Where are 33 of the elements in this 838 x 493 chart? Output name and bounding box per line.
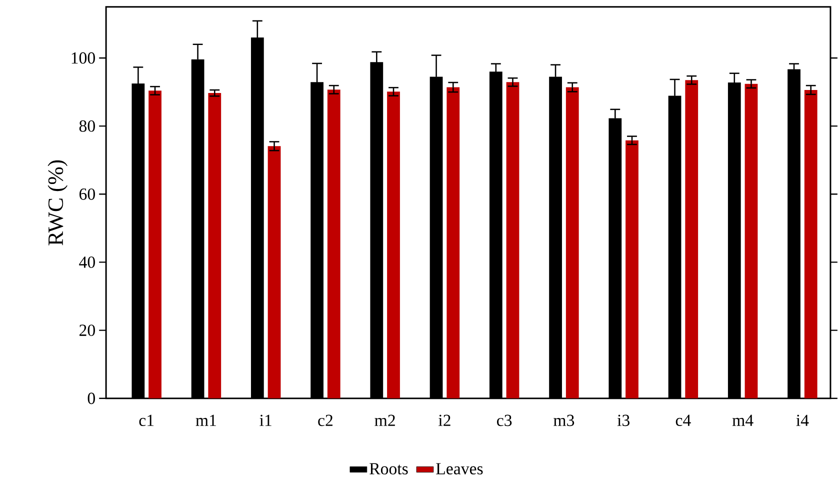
bar: [387, 92, 400, 399]
bar: [626, 140, 638, 399]
y-tick-label: 0: [88, 392, 95, 404]
y-tick-label: 60: [79, 188, 95, 200]
x-tick-label: m1: [196, 414, 216, 426]
bar: [148, 90, 162, 399]
bar: [446, 87, 460, 399]
x-tick-label: c3: [497, 414, 512, 426]
x-tick-label: c1: [139, 414, 154, 426]
bar: [327, 90, 340, 399]
x-tick-label: i2: [438, 414, 450, 426]
bar: [804, 90, 818, 399]
bar: [208, 93, 222, 399]
bar: [506, 82, 520, 399]
x-tick-label: c4: [676, 415, 691, 426]
y-axis-title: RWC (%): [48, 160, 68, 246]
bar: [744, 84, 758, 399]
x-tick-label: i1: [260, 414, 272, 426]
x-tick-label: m4: [732, 415, 754, 426]
x-tick-label: i4: [796, 414, 809, 426]
y-tick-label: 40: [79, 256, 95, 268]
bar: [566, 87, 579, 399]
x-tick-label: c2: [318, 414, 332, 426]
bar: [268, 146, 281, 399]
y-tick-label: 80: [79, 120, 95, 132]
x-tick-label: m2: [374, 414, 395, 426]
x-tick-label: m3: [554, 414, 574, 426]
y-tick-label: 20: [80, 324, 95, 336]
legend-label: Roots: [370, 463, 408, 475]
x-tick-label: i3: [617, 414, 630, 426]
y-tick-label: 100: [72, 52, 95, 64]
bar: [685, 80, 698, 399]
legend-label: Leaves: [436, 463, 483, 475]
